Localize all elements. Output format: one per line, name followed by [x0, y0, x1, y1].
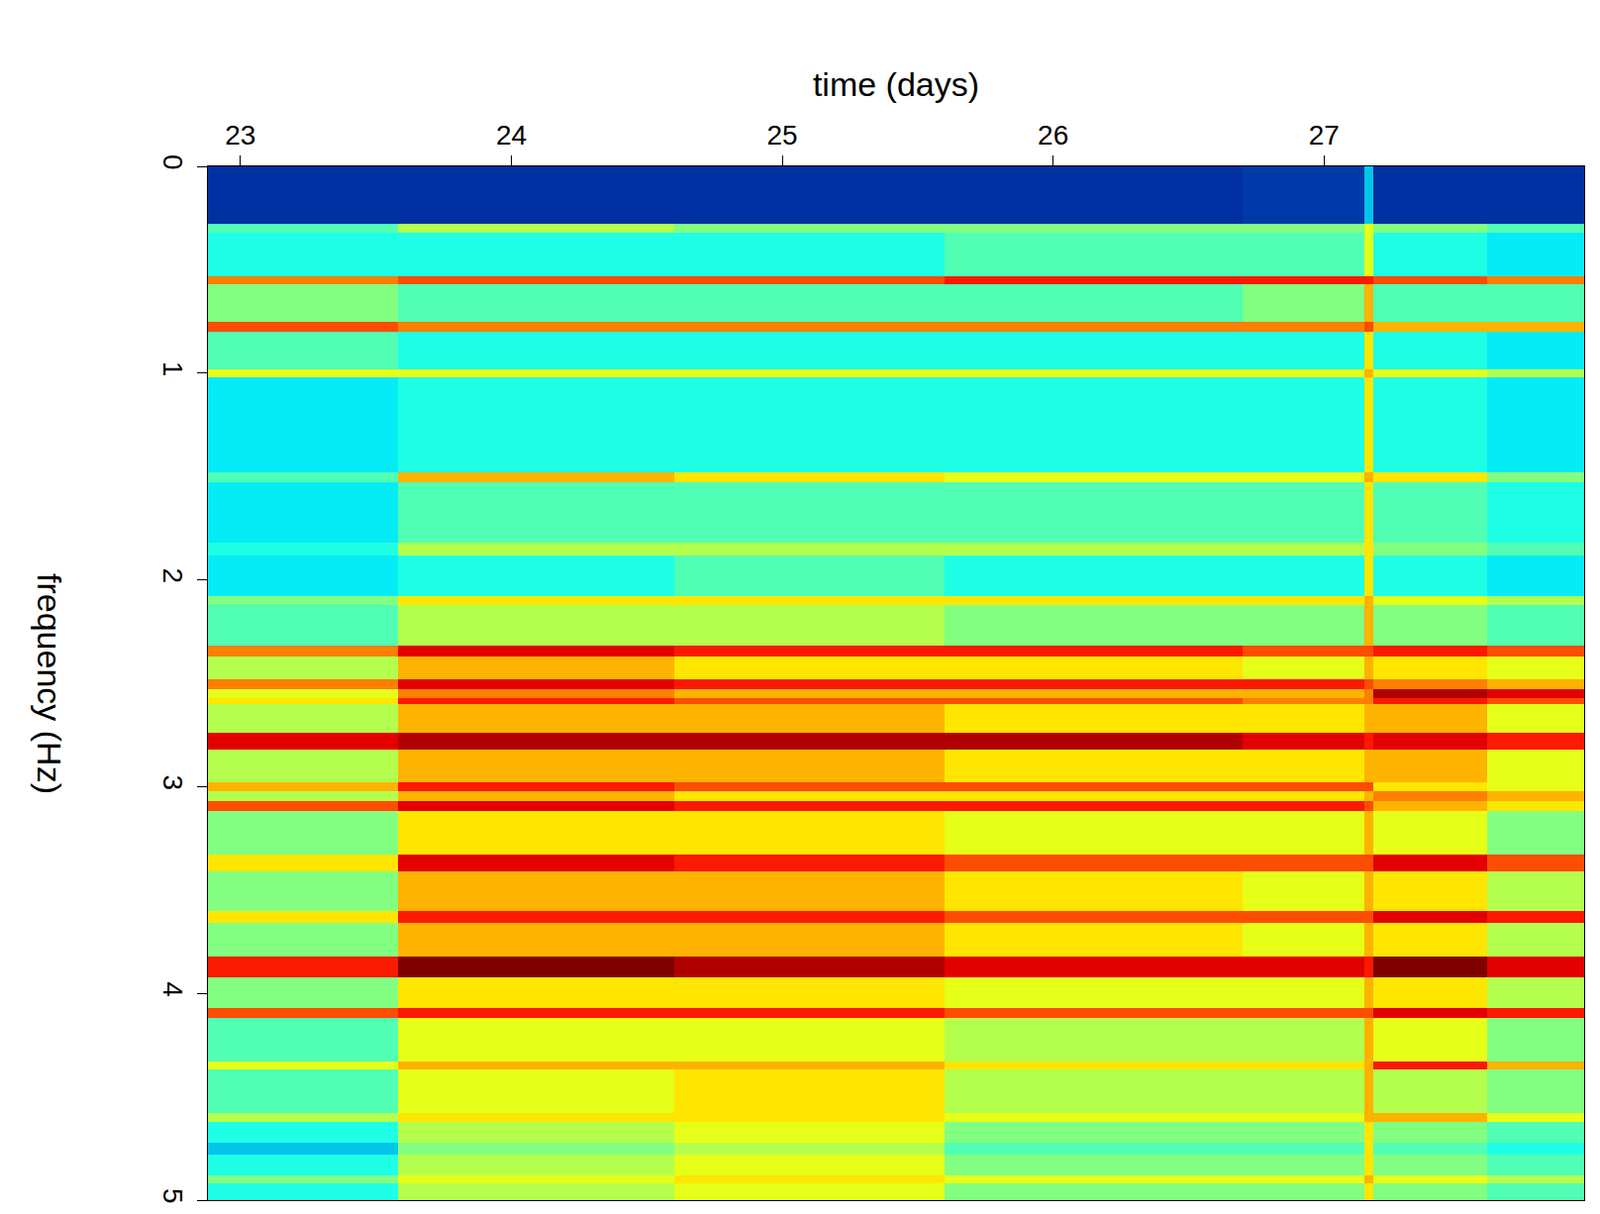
svg-text:24: 24 — [496, 119, 527, 151]
svg-text:26: 26 — [1037, 119, 1069, 151]
svg-text:frequency (Hz): frequency (Hz) — [30, 573, 69, 795]
svg-text:2: 2 — [157, 568, 189, 585]
svg-text:1: 1 — [157, 361, 189, 378]
svg-text:3: 3 — [157, 774, 189, 791]
svg-text:4: 4 — [157, 981, 189, 998]
svg-text:23: 23 — [224, 119, 256, 151]
svg-text:5: 5 — [157, 1188, 189, 1204]
svg-text:27: 27 — [1308, 119, 1340, 151]
svg-text:time (days): time (days) — [812, 65, 980, 103]
svg-text:0: 0 — [157, 154, 189, 171]
svg-text:25: 25 — [767, 119, 799, 151]
